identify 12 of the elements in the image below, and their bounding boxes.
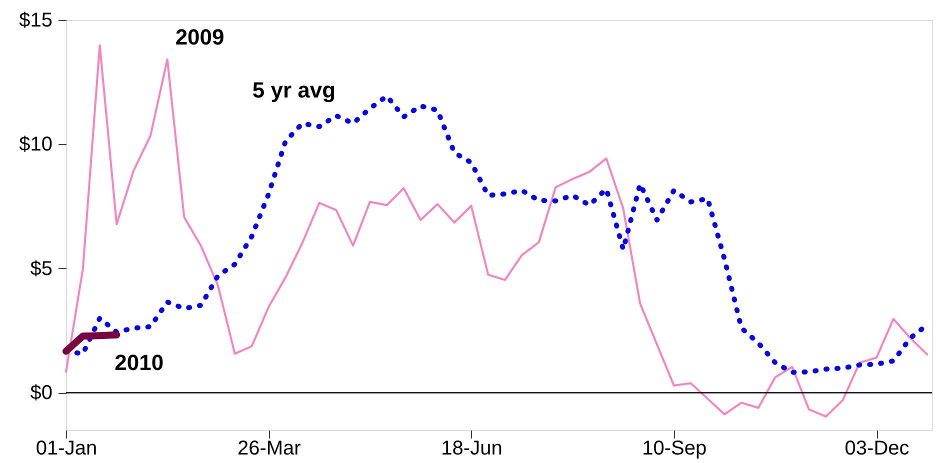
- x-tick-label: 18-Jun: [441, 438, 502, 460]
- x-tick-label: 26-Mar: [237, 438, 302, 460]
- x-tick-label: 01-Jan: [36, 438, 98, 460]
- y-tick-label: $10: [19, 134, 52, 156]
- annotation: 5 yr avg: [252, 77, 336, 102]
- annotation: 2009: [175, 24, 224, 50]
- y-tick-label: $0: [30, 382, 52, 404]
- y-tick-label: $15: [19, 10, 52, 32]
- x-tick-label: 03-Dec: [844, 438, 910, 460]
- x-tick-label: 10-Sep: [642, 438, 707, 460]
- y-tick-label: $5: [30, 258, 52, 280]
- annotation: 2010: [114, 350, 164, 375]
